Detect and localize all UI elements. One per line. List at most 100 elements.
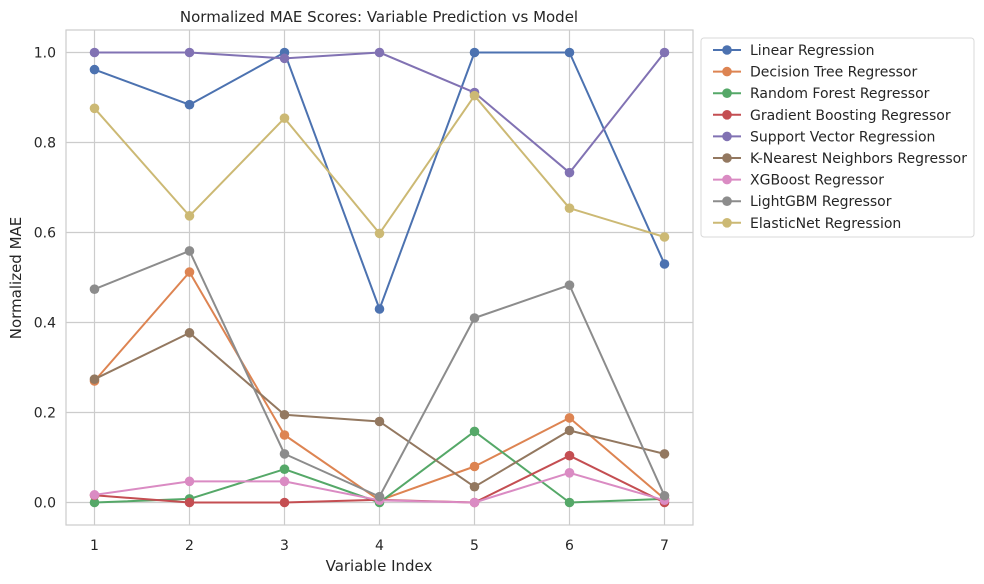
legend-marker [722,45,732,55]
data-point [184,47,195,58]
grid [66,30,693,525]
data-point [659,449,670,459]
series-lightgbm-regressor [89,246,670,502]
legend-label: Decision Tree Regressor [750,65,917,81]
chart-title: Normalized MAE Scores: Variable Predicti… [180,8,578,26]
data-point [279,449,290,459]
data-point [374,416,385,427]
data-point [469,497,480,508]
legend-label: LightGBM Regressor [750,194,892,210]
data-point [564,203,575,213]
legend-entry: K-Nearest Neighbors Regressor [713,151,967,167]
data-point [184,328,195,338]
data-point [469,313,480,323]
x-tick-label: 6 [565,538,574,554]
data-point [564,497,575,508]
data-point [184,267,195,277]
data-point [89,497,100,508]
legend-entry: Support Vector Regression [713,129,935,145]
data-point [564,167,575,178]
legend-label: ElasticNet Regression [750,216,901,232]
legend: Linear Regression Decision Tree Regressor… [700,37,975,238]
data-point [279,464,290,475]
data-point [659,232,670,242]
data-point [184,246,195,256]
data-point [184,99,195,110]
data-point [374,304,385,314]
x-axis-ticks: 1 2 3 4 5 6 7 [90,538,669,554]
data-point [564,413,575,423]
series-k-nearest-neighbors-regressor [89,328,670,492]
data-point [469,461,480,472]
data-point [89,103,100,114]
data-point [89,47,100,58]
x-tick-label: 7 [660,538,669,554]
legend-entry: Linear Regression [713,43,875,59]
legend-entry: ElasticNet Regression [713,216,901,232]
legend-marker [722,218,732,228]
legend-label: Random Forest Regressor [750,86,930,102]
data-point [184,476,195,487]
legend-entry: XGBoost Regressor [713,173,884,189]
y-tick-label: 0.4 [34,316,56,332]
legend-entry: Random Forest Regressor [713,86,930,102]
legend-marker [722,131,732,142]
data-point [184,211,195,221]
data-point [279,113,290,123]
data-point [279,409,290,420]
plot-area [65,29,694,526]
x-tick-label: 5 [470,538,479,554]
legend-marker [722,153,732,163]
y-axis-title: Normalized MAE [7,217,25,340]
data-point [659,47,670,58]
data-point [564,280,575,290]
series-layer [89,47,670,508]
data-point [659,490,670,501]
data-point [89,64,100,75]
x-tick-label: 2 [185,538,194,554]
data-point [374,47,385,58]
x-tick-label: 3 [280,538,289,554]
data-point [564,450,575,461]
legend-entry: LightGBM Regressor [713,194,892,210]
legend-marker [722,66,732,77]
legend-marker [722,196,732,206]
data-point [374,228,385,239]
legend-entry: Decision Tree Regressor [713,65,917,81]
y-tick-label: 0.6 [34,226,56,242]
data-point [89,490,100,500]
data-point [279,430,290,440]
legend-label: XGBoost Regressor [750,173,884,189]
x-tick-label: 4 [375,538,384,554]
x-axis-title: Variable Index [326,557,433,575]
legend-label: K-Nearest Neighbors Regressor [750,151,967,167]
y-tick-label: 0.8 [34,136,56,152]
data-point [659,259,670,269]
data-point [279,476,290,487]
data-point [564,47,575,58]
legend-entry: Gradient Boosting Regressor [713,108,951,124]
series-elasticnet-regression [89,90,670,242]
data-point [279,497,290,508]
legend-label: Support Vector Regression [750,129,935,145]
y-tick-label: 1.0 [34,46,56,62]
data-point [564,468,575,478]
legend-marker [722,88,732,98]
data-point [469,426,480,437]
data-point [469,47,480,58]
data-point [374,491,385,502]
y-tick-label: 0.2 [34,406,56,422]
legend-marker [722,110,732,120]
y-tick-label: 0.0 [34,496,56,512]
y-axis-ticks: 0.0 0.2 0.4 0.6 0.8 1.0 [34,46,56,512]
data-point [89,284,100,295]
legend-box [700,37,975,238]
series-support-vector-regression [89,47,670,178]
data-point [184,497,195,508]
data-point [564,425,575,436]
series-linear-regression [89,47,670,314]
x-tick-label: 1 [90,538,99,554]
data-point [469,481,480,492]
data-point [279,53,290,64]
